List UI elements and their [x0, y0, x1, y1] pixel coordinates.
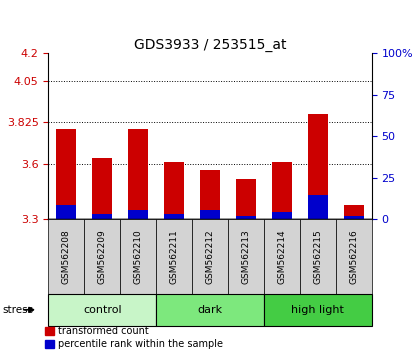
Text: GSM562212: GSM562212 [205, 229, 215, 284]
Text: GSM562216: GSM562216 [349, 229, 358, 284]
Bar [308, 195, 328, 219]
Bar [92, 159, 112, 219]
Text: GSM562213: GSM562213 [241, 229, 250, 284]
Text: GSM562215: GSM562215 [313, 229, 322, 284]
Bar [92, 214, 112, 219]
Bar [272, 162, 292, 219]
Bar [48, 219, 84, 294]
Bar [200, 210, 220, 219]
Bar [164, 214, 184, 219]
Bar [264, 294, 372, 326]
Text: stress: stress [2, 305, 33, 315]
Text: GSM562211: GSM562211 [170, 229, 178, 284]
Bar [344, 216, 364, 219]
Bar [308, 114, 328, 219]
Bar [192, 219, 228, 294]
Bar [156, 219, 192, 294]
Bar [300, 219, 336, 294]
Bar [236, 216, 256, 219]
Bar [236, 179, 256, 219]
Text: GSM562209: GSM562209 [98, 229, 107, 284]
Text: GSM562214: GSM562214 [277, 229, 286, 284]
Text: GSM562208: GSM562208 [62, 229, 71, 284]
Bar [128, 210, 148, 219]
Bar [164, 162, 184, 219]
Text: control: control [83, 305, 121, 315]
Bar [84, 219, 120, 294]
Bar [56, 205, 76, 219]
Bar [272, 212, 292, 219]
Text: GSM562210: GSM562210 [134, 229, 143, 284]
Bar [128, 129, 148, 219]
Legend: transformed count, percentile rank within the sample: transformed count, percentile rank withi… [45, 326, 223, 349]
Text: high light: high light [291, 305, 344, 315]
Bar [120, 219, 156, 294]
Title: GDS3933 / 253515_at: GDS3933 / 253515_at [134, 38, 286, 52]
Bar [56, 129, 76, 219]
Bar [156, 294, 264, 326]
Bar [48, 294, 156, 326]
Bar [344, 205, 364, 219]
Bar [336, 219, 372, 294]
Bar [228, 219, 264, 294]
Bar [200, 170, 220, 219]
Text: dark: dark [197, 305, 223, 315]
Bar [264, 219, 300, 294]
